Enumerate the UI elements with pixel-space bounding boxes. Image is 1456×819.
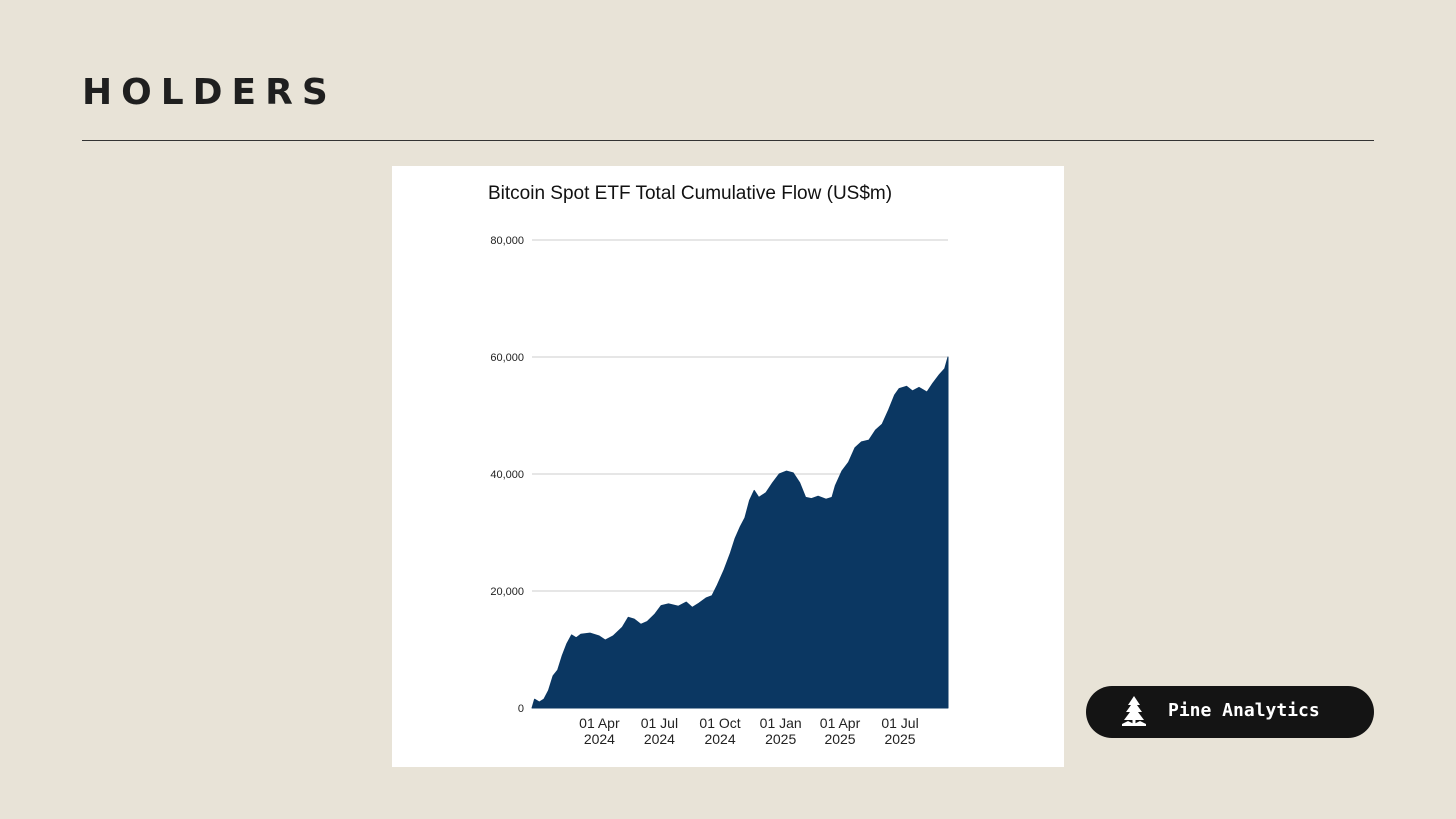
x-tick-year-label: 2024 [644,731,675,747]
y-tick-label: 80,000 [490,235,524,247]
x-tick-year-label: 2024 [584,731,615,747]
y-tick-label: 60,000 [490,352,524,364]
x-tick-year-label: 2025 [765,731,796,747]
y-tick-label: 40,000 [490,469,524,481]
x-tick-label: 01 Jan [760,715,802,731]
x-tick-label: 01 Apr [820,715,861,731]
chart-card: Bitcoin Spot ETF Total Cumulative Flow (… [392,166,1064,767]
y-tick-label: 20,000 [490,586,524,598]
x-tick-year-label: 2024 [704,731,735,747]
x-tick-year-label: 2025 [824,731,855,747]
cumulative-flow-chart: Bitcoin Spot ETF Total Cumulative Flow (… [488,183,949,747]
x-tick-label: 01 Jul [641,715,678,731]
y-tick-label: 0 [518,703,524,715]
title-divider [82,140,1374,141]
chart-title: Bitcoin Spot ETF Total Cumulative Flow (… [488,183,892,204]
brand-badge: Pine Analytics [1086,686,1374,738]
cumulative-flow-area [531,356,949,709]
x-tick-label: 01 Jul [881,715,918,731]
page-title: HOLDERS [82,72,337,113]
x-tick-year-label: 2025 [884,731,915,747]
x-tick-label: 01 Oct [699,715,740,731]
pine-tree-icon [1122,696,1146,726]
x-tick-label: 01 Apr [579,715,620,731]
brand-name: Pine Analytics [1168,700,1320,721]
